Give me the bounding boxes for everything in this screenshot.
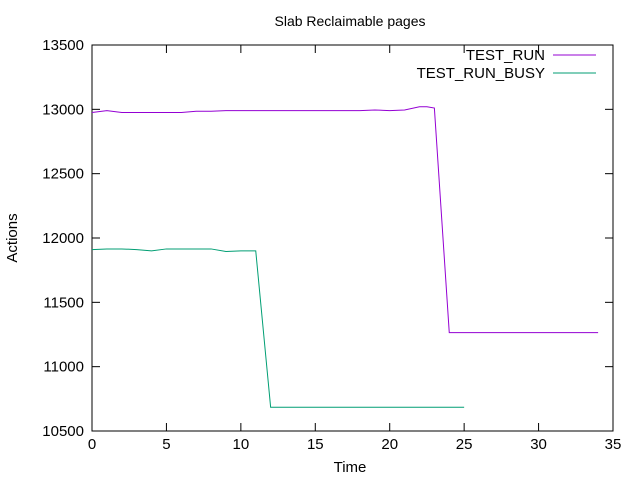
y-tick-label: 12000	[42, 230, 84, 247]
x-tick-label: 35	[605, 436, 622, 453]
y-axis-label: Actions	[4, 213, 21, 262]
series-layer	[91, 106, 599, 408]
y-tick-label: 10500	[42, 423, 84, 440]
x-tick-label: 30	[530, 436, 547, 453]
x-axis-ticks: 0 5 10 15 20 25 30 35	[88, 45, 622, 453]
legend-label: TEST_RUN_BUSY	[417, 65, 545, 82]
chart-title: Slab Reclaimable pages	[275, 13, 426, 29]
y-axis-ticks: 10500 11000 11500 12000 12500 13000 13500	[42, 37, 613, 440]
series-line-test-run	[91, 106, 599, 334]
legend-label: TEST_RUN	[466, 47, 545, 64]
plot-area-frame	[91, 44, 614, 432]
x-tick-label: 0	[88, 436, 96, 453]
x-tick-label: 20	[381, 436, 398, 453]
x-tick-label: 25	[456, 436, 473, 453]
y-tick-label: 11000	[43, 359, 84, 376]
x-tick-label: 15	[307, 436, 324, 453]
x-tick-label: 5	[162, 436, 170, 453]
x-tick-label: 10	[233, 436, 250, 453]
series-line-test-run-busy	[91, 248, 465, 408]
y-tick-label: 13500	[42, 37, 84, 54]
y-tick-label: 12500	[42, 166, 84, 183]
y-tick-label: 13000	[42, 101, 84, 118]
x-axis-label: Time	[334, 459, 367, 476]
y-tick-label: 11500	[43, 294, 84, 311]
